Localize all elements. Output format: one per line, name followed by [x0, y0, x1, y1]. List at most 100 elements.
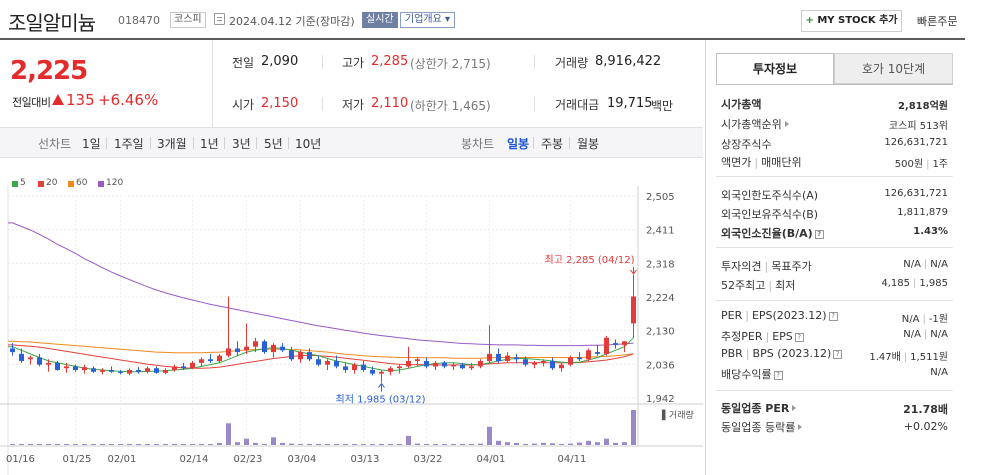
help-icon[interactable]: ? [794, 333, 804, 342]
high-label: 고가 [342, 56, 365, 70]
company-info-dropdown[interactable]: 기업개요 ▾ [400, 12, 455, 28]
y-tick-label: 2,505 [646, 192, 675, 203]
volume-bar [478, 443, 483, 445]
period-weekly[interactable]: 주봉 [541, 137, 564, 151]
plus-icon: + [805, 15, 814, 26]
volume-bar [469, 444, 474, 445]
x-tick-label: 03/22 [414, 454, 443, 465]
volume-bar [451, 444, 456, 445]
caret-right-icon [798, 424, 803, 430]
volume-bar [145, 444, 150, 445]
change-label: 전일대비 [12, 96, 51, 109]
volume-bar [253, 442, 258, 445]
volume-bar [568, 443, 573, 445]
par-label: 액면가 | 매매단위 [721, 156, 802, 169]
period-5y[interactable]: 5년 [264, 137, 283, 151]
volume-bar [64, 444, 69, 445]
candle-body [586, 350, 591, 360]
add-mystock-button[interactable]: + MY STOCK 추가 [801, 10, 902, 32]
period-monthly[interactable]: 월봉 [577, 137, 600, 151]
volume-bar [181, 444, 186, 445]
period-3y[interactable]: 3년 [232, 137, 251, 151]
candle-body [406, 361, 411, 367]
tab-invest-info[interactable]: 투자정보 [716, 53, 834, 84]
volume-bar [415, 443, 420, 445]
period-daily[interactable]: 일봉 [507, 137, 530, 151]
help-icon[interactable]: ? [828, 312, 838, 321]
tab-orderbook[interactable]: 호가 10단계 [834, 53, 953, 84]
x-tick-label: 03/13 [351, 454, 380, 465]
w52-value: 4,185 | 1,985 [881, 278, 948, 289]
est-per-value: N/A | N/A [903, 329, 948, 340]
cap-rank-label[interactable]: 시가총액순위 [721, 116, 789, 132]
w52-label: 52주최고 | 최저 [721, 279, 796, 292]
period-10y[interactable]: 10년 [295, 137, 322, 151]
foreign-limit-label: 외국인한도주식수(A) [721, 189, 819, 202]
legend-ma120: 120 [106, 178, 124, 188]
sector-per-label[interactable]: 동일업종 PER [721, 400, 797, 416]
volume-bar [433, 444, 438, 445]
volume-bar [10, 444, 15, 445]
candle-body [226, 348, 231, 356]
volume-bar [334, 444, 339, 445]
shares-label: 상장주식수 [721, 138, 772, 151]
pbr-label: PBR | BPS (2023.12)? [721, 347, 843, 360]
candle-body [55, 362, 60, 371]
volume-bar [82, 444, 87, 445]
volume-bar [622, 442, 627, 445]
y-tick-label: 2,318 [646, 259, 675, 270]
volume-bar [289, 443, 294, 445]
candle-body [577, 357, 582, 360]
candle-body [91, 368, 96, 372]
volume-bar [316, 444, 321, 445]
realtime-button[interactable]: 실시간 [362, 12, 398, 28]
high-value: 2,285 [371, 54, 409, 69]
volume-bar [523, 443, 528, 445]
candle-body [37, 357, 42, 365]
divider [224, 137, 225, 149]
dividend-label: 배당수익률? [721, 366, 783, 382]
per-label: PER | EPS(2023.12)? [721, 309, 838, 322]
period-1y[interactable]: 1년 [200, 137, 219, 151]
candle-body [136, 370, 141, 372]
period-3m[interactable]: 3개월 [157, 137, 187, 151]
help-icon[interactable]: ? [773, 371, 783, 380]
candle-body [388, 368, 393, 372]
price-chart[interactable]: 2,505 2,411 2,318 2,224 2,130 2,036 1,942 01/16… [0, 186, 703, 475]
candle-body [568, 357, 573, 365]
volume-bar [352, 444, 357, 445]
x-tick-label: 01/25 [63, 454, 92, 465]
quick-order-link[interactable]: 빠른주문 [917, 15, 958, 28]
candle-body [199, 359, 204, 363]
help-icon[interactable]: ? [833, 350, 843, 359]
per-value: N/A | -1원 [901, 314, 948, 325]
volume-bar [235, 442, 240, 445]
volume-label: 거래량 [555, 56, 589, 70]
volume-bar [226, 423, 231, 445]
volume-bar [172, 444, 177, 445]
help-icon[interactable]: ? [814, 230, 824, 239]
market-cap-value: 2,818억원 [897, 101, 948, 112]
volume-bar [514, 442, 519, 445]
volume-label: ▌거래량 [661, 409, 694, 421]
candle-body [253, 341, 258, 347]
y-tick-label: 2,411 [646, 226, 675, 237]
candle-body [271, 344, 276, 353]
period-1w[interactable]: 1주일 [114, 137, 144, 151]
volume-bar [325, 444, 330, 445]
prev-close-value: 2,090 [261, 54, 299, 69]
volume-bar [559, 443, 564, 445]
candle-chart-label: 봉차트 [461, 137, 495, 151]
add-mystock-label: MY STOCK 추가 [817, 15, 898, 26]
volume-bar [28, 444, 33, 445]
candle-body [532, 362, 537, 365]
y-tick-label: 1,942 [646, 394, 675, 405]
candle-body [343, 366, 348, 371]
caret-right-icon [792, 405, 797, 411]
opinion-value: N/A | N/A [903, 259, 948, 270]
upper-limit: (상한가 2,715) [410, 57, 491, 71]
legend-ma20: 20 [46, 178, 58, 188]
period-1d[interactable]: 1일 [82, 137, 101, 151]
sector-change-label[interactable]: 동일업종 등락률 [721, 419, 803, 435]
legend-ma5: 5 [20, 178, 26, 188]
